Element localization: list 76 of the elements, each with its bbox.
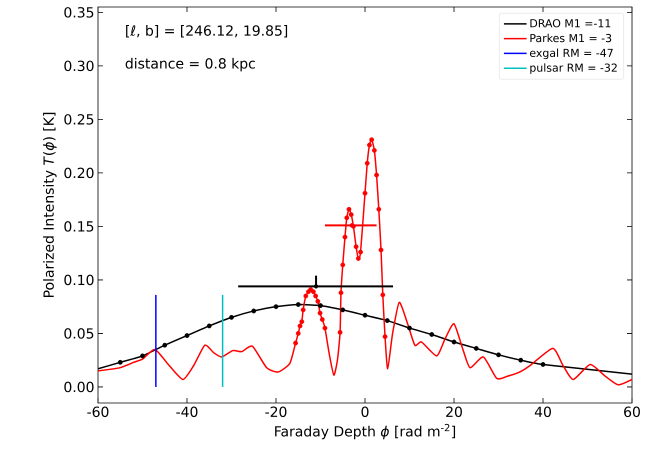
y-tick-label: 0.35	[64, 7, 94, 18]
point	[313, 294, 318, 298]
y-tick-label: 0.20	[64, 168, 94, 178]
point	[364, 160, 370, 166]
point	[358, 250, 363, 254]
point	[496, 352, 501, 358]
point	[346, 206, 352, 212]
point	[322, 326, 328, 330]
point	[362, 312, 368, 318]
point	[518, 358, 524, 363]
point	[206, 324, 212, 328]
point	[407, 326, 412, 330]
x-tick-label: 40	[534, 406, 551, 418]
point	[372, 148, 377, 153]
point	[315, 298, 320, 304]
point	[474, 346, 479, 351]
legend-label: DRAO M1 =-11	[530, 19, 610, 28]
point	[338, 330, 342, 335]
point	[184, 333, 190, 338]
y-tick-label: 0.10	[64, 274, 94, 286]
y-tick-label: 0.30	[64, 60, 94, 72]
line-series	[98, 138, 632, 386]
y-tick-label: 0.05	[64, 328, 94, 339]
point	[162, 342, 168, 348]
point	[356, 256, 361, 261]
point	[338, 290, 344, 296]
point	[320, 317, 325, 322]
point	[344, 215, 350, 220]
y-tick-label: 0.00	[64, 382, 94, 392]
point	[296, 331, 301, 336]
point	[374, 172, 379, 178]
point	[293, 340, 298, 346]
point	[318, 303, 323, 308]
point	[299, 319, 304, 324]
annotation: distance = 0.8 kpc	[126, 58, 255, 72]
point	[429, 332, 434, 337]
point	[376, 206, 382, 212]
x-tick-label: -40	[176, 406, 198, 418]
point	[229, 314, 234, 320]
point	[340, 262, 346, 268]
point	[310, 289, 316, 294]
point	[118, 360, 123, 365]
y-tick-label: 0.15	[64, 221, 94, 232]
point	[298, 324, 302, 328]
point	[303, 294, 308, 298]
point	[274, 304, 278, 310]
annotation: [ℓ, b] = [246.12, 19.85]	[126, 25, 288, 38]
point	[348, 212, 354, 218]
point	[296, 302, 301, 307]
point	[540, 362, 546, 367]
point	[380, 292, 386, 298]
point	[369, 137, 374, 142]
x-tick-label: -60	[87, 406, 108, 418]
point	[452, 340, 456, 344]
legend-label: Parkes M1 = -3	[530, 34, 612, 42]
x-tick-label: -20	[265, 406, 286, 418]
legend-label: pulsar RM = -32	[530, 63, 617, 74]
x-axis-title: Faraday Depth ϕ [rad m$^{-2}$]	[275, 424, 456, 440]
point	[342, 234, 348, 240]
point	[318, 310, 322, 316]
point	[300, 307, 306, 312]
point	[340, 307, 346, 312]
point	[382, 334, 388, 340]
x-tick-label: 60	[624, 406, 640, 418]
y-tick-label: 0.25	[64, 114, 94, 125]
x-tick-label: 20	[446, 406, 462, 418]
legend-label: exgal RM = -47	[530, 48, 613, 60]
point	[140, 354, 145, 358]
point	[362, 190, 368, 196]
point	[354, 244, 359, 250]
x-tick-label: 0	[361, 406, 369, 418]
point	[367, 142, 372, 148]
point	[378, 248, 384, 252]
y-axis-title: Polarized Intensity T(ϕ) [K]	[43, 112, 57, 298]
point	[384, 318, 390, 323]
point	[251, 308, 256, 314]
